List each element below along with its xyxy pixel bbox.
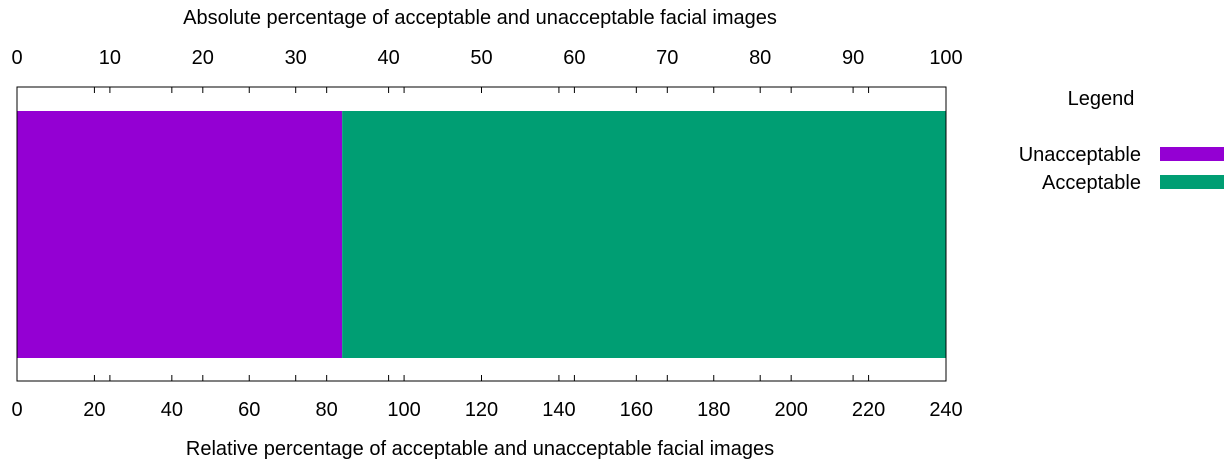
legend-swatch-acceptable: [1160, 175, 1224, 189]
legend-label-acceptable: Acceptable: [1042, 172, 1141, 194]
top-ticks-label: 70: [656, 47, 678, 69]
top-axis-ticks: 0 10 20 30 40 50 60 70 80 90 100: [11, 47, 963, 381]
bottom-ticks-label: 140: [542, 399, 575, 421]
bottom-ticks-label: 100: [387, 399, 420, 421]
top-ticks-label: 90: [842, 47, 864, 69]
bottom-ticks-label: 160: [620, 399, 653, 421]
top-ticks-label: 80: [749, 47, 771, 69]
legend: Unacceptable Acceptable: [1019, 144, 1224, 194]
bottom-axis-ticks: 0 20 40 60 80 100 120 140 160 180 200 220 240: [11, 87, 963, 421]
bar-segment-acceptable: [342, 111, 946, 358]
top-ticks-label: 0: [11, 47, 22, 69]
top-ticks-label: 50: [470, 47, 492, 69]
top-ticks-label: 60: [563, 47, 585, 69]
bottom-ticks-label: 20: [83, 399, 105, 421]
bottom-ticks-label: 120: [465, 399, 498, 421]
legend-label-unacceptable: Unacceptable: [1019, 144, 1141, 166]
bar-segments: [17, 111, 946, 358]
bottom-ticks-label: 200: [774, 399, 807, 421]
top-ticks-label: 40: [377, 47, 399, 69]
legend-title: Legend: [1068, 88, 1135, 110]
bottom-axis-label: Relative percentage of acceptable and un…: [186, 438, 774, 460]
bottom-ticks-label: 80: [316, 399, 338, 421]
bottom-ticks-label: 60: [238, 399, 260, 421]
legend-swatch-unacceptable: [1160, 147, 1224, 161]
bottom-ticks-label: 0: [11, 399, 22, 421]
top-ticks-label: 100: [929, 47, 962, 69]
bottom-ticks-label: 180: [697, 399, 730, 421]
bottom-ticks-label: 220: [852, 399, 885, 421]
bar-segment-unacceptable: [17, 111, 343, 358]
top-axis-label: Absolute percentage of acceptable and un…: [183, 7, 777, 29]
bottom-ticks-label: 240: [929, 399, 962, 421]
top-ticks-label: 30: [285, 47, 307, 69]
top-ticks-label: 10: [99, 47, 121, 69]
bottom-ticks-label: 40: [161, 399, 183, 421]
top-ticks-label: 20: [192, 47, 214, 69]
